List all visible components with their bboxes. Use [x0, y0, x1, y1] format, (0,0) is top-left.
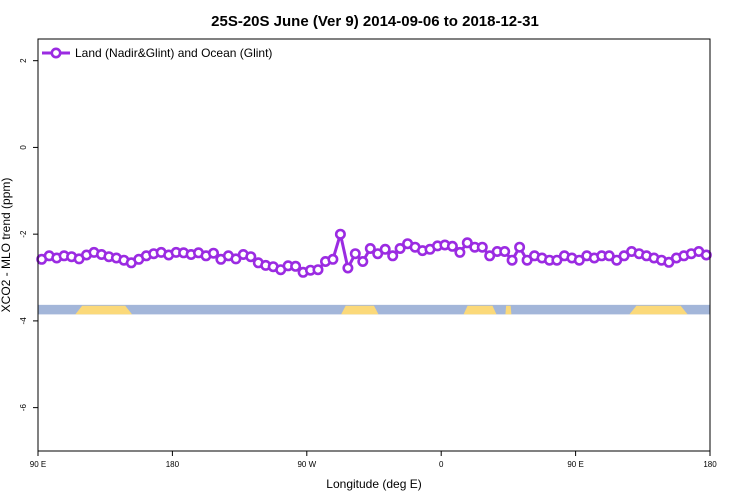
data-point	[476, 241, 488, 253]
x-tick-label: 180	[703, 460, 717, 469]
x-axis-label: Longitude (deg E)	[326, 477, 421, 491]
data-point	[327, 253, 339, 265]
legend-label: Land (Nadir&Glint) and Ocean (Glint)	[75, 46, 272, 60]
land-ocean-strip	[38, 304, 710, 315]
data-point	[514, 241, 526, 253]
data-point	[394, 243, 406, 255]
data-point	[290, 260, 302, 272]
data-point	[446, 240, 458, 252]
legend: Land (Nadir&Glint) and Ocean (Glint)	[42, 46, 272, 60]
land-segment	[75, 305, 133, 315]
data-point	[379, 243, 391, 255]
data-point	[573, 254, 585, 266]
data-point	[245, 251, 257, 263]
data-point	[700, 249, 712, 261]
legend-marker	[50, 47, 62, 59]
y-tick-label: -6	[19, 404, 28, 412]
x-tick-label: 90 E	[567, 460, 583, 469]
data-point	[551, 254, 563, 266]
plot-frame	[37, 38, 711, 452]
data-point	[603, 250, 615, 262]
data-point	[454, 246, 466, 258]
data-point	[506, 254, 518, 266]
x-tick-label: 90 W	[297, 460, 316, 469]
data-point	[364, 243, 376, 255]
land-segment	[629, 305, 688, 315]
y-axis-label: XCO2 - MLO trend (ppm)	[0, 178, 13, 313]
land-segment	[341, 305, 379, 315]
x-tick-label: 180	[166, 460, 180, 469]
x-axis: 90 E 180 90 W 0 90 E 180	[30, 451, 717, 469]
x-tick-label: 0	[439, 460, 444, 469]
x-tick-label: 90 E	[30, 460, 46, 469]
y-tick-label: 0	[19, 145, 28, 150]
data-point	[387, 250, 399, 262]
chart-title: 25S-20S June (Ver 9) 2014-09-06 to 2018-…	[211, 13, 539, 30]
y-tick-label: -4	[19, 317, 28, 325]
series-layer	[36, 228, 712, 278]
land-segment	[463, 305, 497, 315]
data-point	[349, 248, 361, 260]
y-tick-label: -2	[19, 230, 28, 238]
data-point	[342, 262, 354, 274]
land-segment	[505, 305, 512, 315]
data-point	[357, 255, 369, 267]
data-point	[461, 237, 473, 249]
data-point	[312, 264, 324, 276]
data-point	[334, 228, 346, 240]
data-point	[372, 248, 384, 260]
y-axis: 2 0 -2 -4 -6	[19, 58, 38, 411]
data-point	[208, 247, 220, 259]
y-tick-label: 2	[19, 58, 28, 63]
data-point	[499, 246, 511, 258]
